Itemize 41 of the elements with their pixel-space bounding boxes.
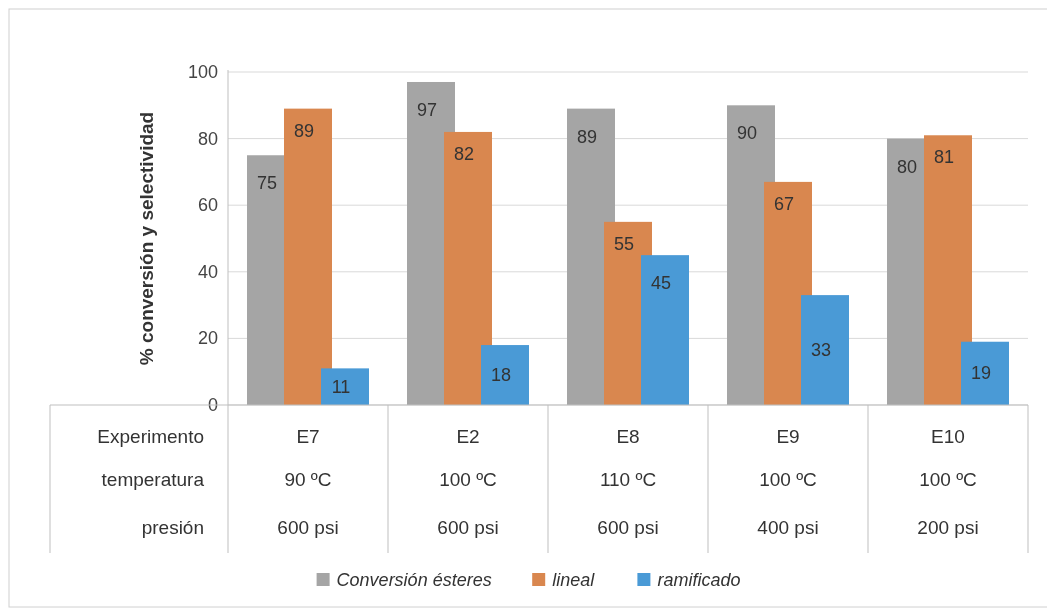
category-label: E2 100 ºC 600 psi bbox=[437, 426, 499, 538]
y-tick-label: 60 bbox=[197, 195, 218, 216]
bar bbox=[961, 341, 1009, 405]
y-tick-label: 20 bbox=[197, 328, 218, 349]
bar bbox=[641, 255, 689, 405]
category-label: E7 90 ºC 600 psi bbox=[277, 426, 339, 538]
data-label: 89 bbox=[293, 120, 315, 141]
data-label: 55 bbox=[613, 233, 635, 254]
data-label: 82 bbox=[453, 143, 475, 164]
y-tick-label: 40 bbox=[197, 261, 218, 282]
data-label: 81 bbox=[933, 147, 955, 168]
y-tick-label: 100 bbox=[187, 62, 218, 82]
data-label: 89 bbox=[576, 126, 598, 147]
legend-label: Conversión ésteres bbox=[336, 570, 492, 590]
y-tick-label: 0 bbox=[207, 395, 218, 415]
y-axis-title: % conversión y selectividad bbox=[136, 111, 157, 366]
text: temperatura bbox=[101, 469, 205, 490]
bar bbox=[444, 131, 492, 405]
data-label: 33 bbox=[810, 340, 832, 361]
legend-label: ramificado bbox=[657, 570, 741, 590]
category-label: E8 110 ºC 600 psi bbox=[597, 426, 659, 538]
data-label: 90 bbox=[736, 123, 758, 144]
data-label: 45 bbox=[650, 273, 672, 294]
bar bbox=[801, 295, 849, 405]
data-label: 19 bbox=[970, 363, 992, 384]
data-label: 11 bbox=[331, 376, 351, 397]
bar bbox=[924, 135, 972, 405]
data-label: 67 bbox=[773, 193, 795, 214]
bar bbox=[321, 368, 369, 405]
data-label: 18 bbox=[490, 365, 512, 386]
text: presión bbox=[141, 517, 204, 538]
legend-label: lineal bbox=[552, 570, 596, 590]
data-label: 97 bbox=[416, 99, 438, 120]
category-label: E9 100 ºC 400 psi bbox=[757, 426, 819, 538]
bar bbox=[284, 108, 332, 405]
category-label: E10 100 ºC 200 psi bbox=[917, 426, 979, 538]
text: Experimento bbox=[97, 426, 204, 447]
data-label: 80 bbox=[896, 156, 918, 177]
data-label: 75 bbox=[256, 173, 278, 194]
bar bbox=[481, 345, 529, 405]
y-tick-label: 80 bbox=[197, 128, 218, 149]
